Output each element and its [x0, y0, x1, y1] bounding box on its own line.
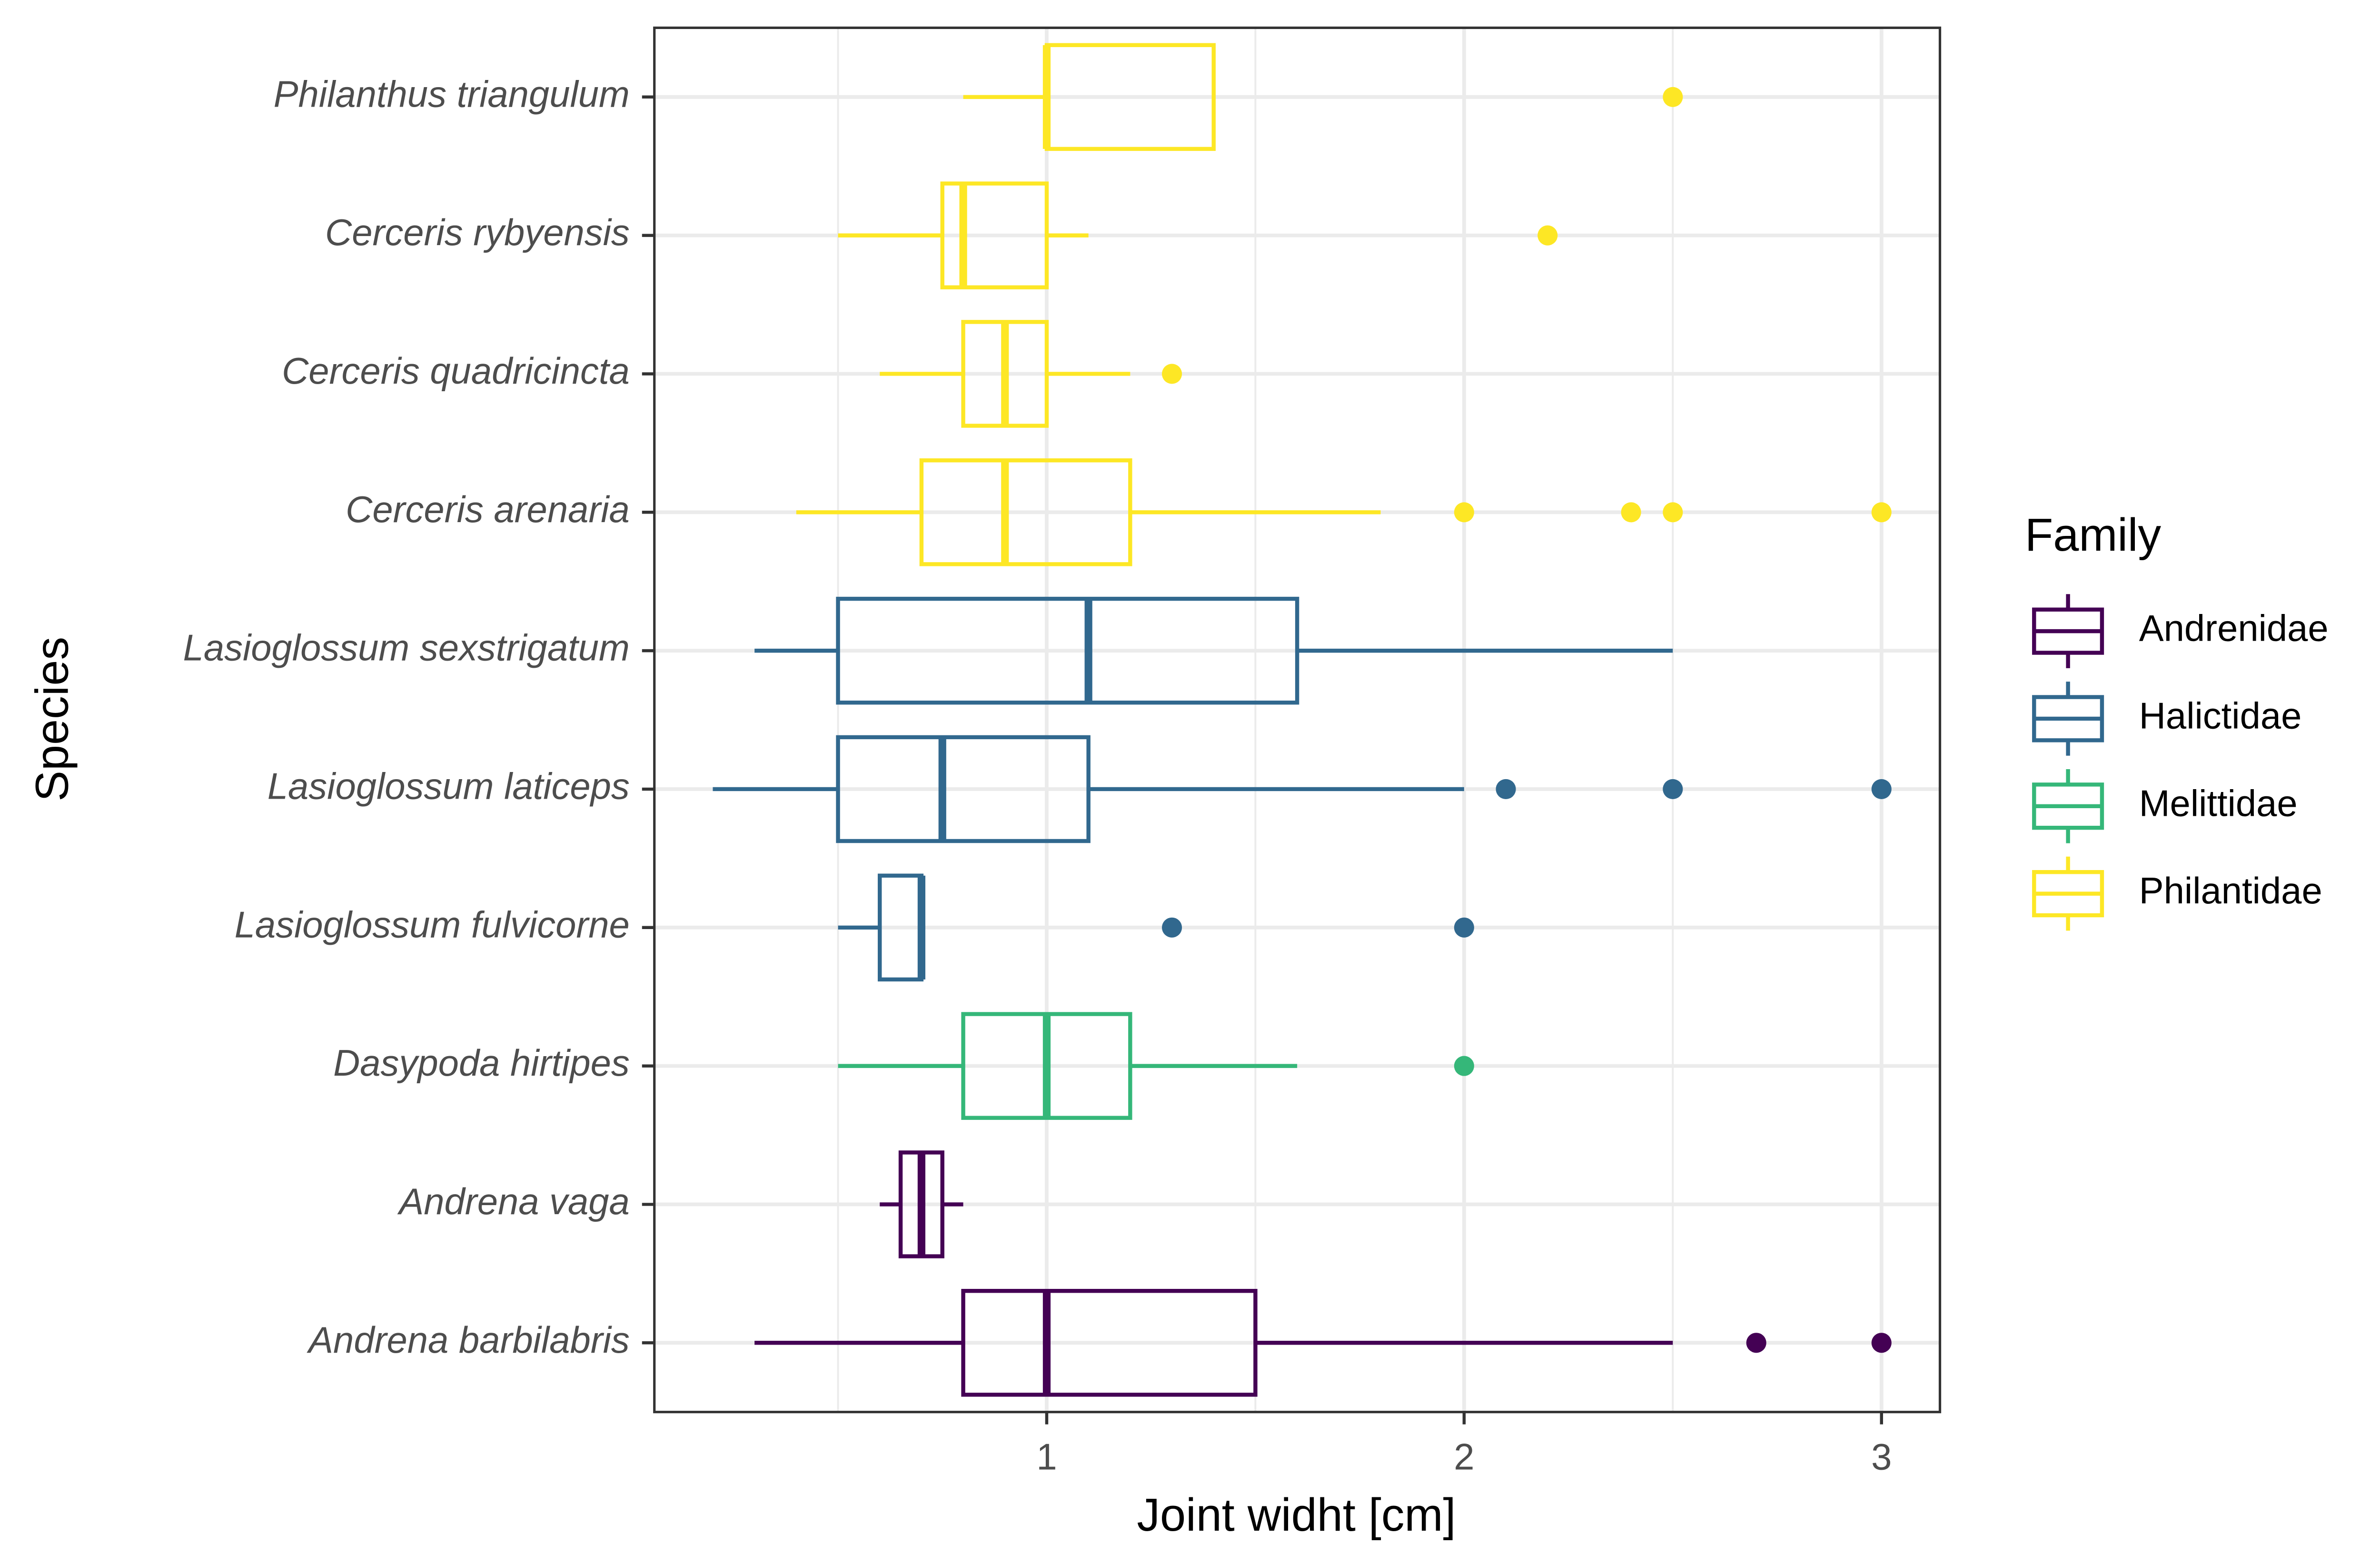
y-tick-label: Lasioglossum sexstrigatum — [183, 628, 630, 669]
x-tick-label: 2 — [1454, 1437, 1474, 1478]
outlier — [1496, 779, 1516, 800]
legend-title: Family — [2025, 509, 2162, 561]
legend-label: Andrenidae — [2139, 608, 2329, 649]
y-tick-label: Andrena barbilabris — [307, 1320, 630, 1361]
outlier — [1663, 87, 1683, 107]
box — [836, 735, 1091, 843]
box — [919, 458, 1132, 566]
outlier — [1871, 1333, 1892, 1353]
x-tick-label: 1 — [1036, 1437, 1057, 1478]
outlier — [1871, 779, 1892, 800]
outlier — [1454, 502, 1474, 523]
legend-label: Melittidae — [2139, 783, 2298, 824]
y-tick-label: Cerceris arenaria — [346, 489, 630, 530]
outlier — [1454, 917, 1474, 938]
box — [940, 181, 1049, 289]
box — [961, 1288, 1258, 1397]
y-tick-label: Philanthus triangulum — [274, 74, 630, 115]
y-tick-label: Lasioglossum laticeps — [268, 766, 630, 807]
y-tick-label: Cerceris rybyensis — [325, 212, 630, 253]
outlier — [1454, 1056, 1474, 1076]
legend-label: Halictidae — [2139, 695, 2302, 736]
plot-border — [653, 26, 1942, 1414]
outlier — [1871, 502, 1892, 523]
outlier — [1663, 502, 1683, 523]
y-tick-label: Cerceris quadricincta — [282, 351, 630, 392]
outlier — [1161, 364, 1182, 384]
outlier — [1537, 225, 1558, 246]
y-tick-label: Dasypoda hirtipes — [333, 1043, 630, 1084]
x-axis-title: Joint widht [cm] — [1137, 1489, 1456, 1541]
y-tick-label: Lasioglossum fulvicorne — [235, 904, 630, 945]
legend-label: Philantidae — [2139, 871, 2322, 911]
x-tick-label: 3 — [1871, 1437, 1892, 1478]
y-axis-title: Species — [26, 637, 78, 802]
outlier — [1161, 917, 1182, 938]
outlier — [1663, 779, 1683, 800]
outlier — [1621, 502, 1641, 523]
box — [836, 596, 1299, 705]
y-tick-label: Andrena vaga — [397, 1181, 629, 1222]
outlier — [1746, 1333, 1766, 1353]
